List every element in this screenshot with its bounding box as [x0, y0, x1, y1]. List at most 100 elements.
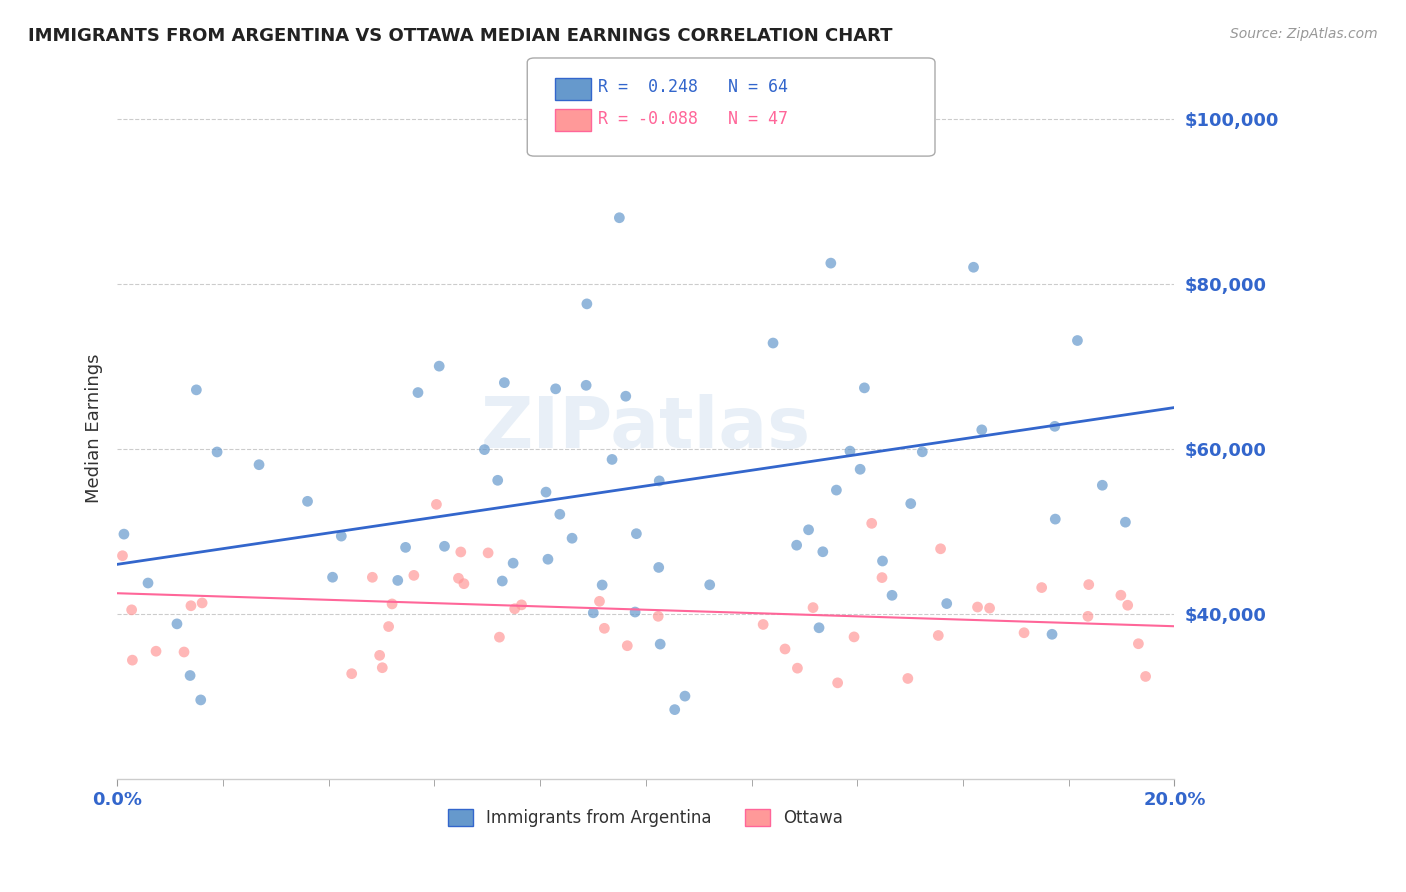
Text: R = -0.088   N = 47: R = -0.088 N = 47: [598, 110, 787, 128]
Point: [808, 621, 831, 635]
Point: [575, 378, 598, 392]
Point: [664, 703, 686, 717]
Point: [609, 211, 631, 225]
Point: [121, 603, 143, 617]
Point: [648, 560, 671, 574]
Legend: Immigrants from Argentina, Ottawa: Immigrants from Argentina, Ottawa: [441, 802, 851, 834]
Point: [548, 508, 571, 522]
Point: [827, 676, 849, 690]
Point: [842, 630, 865, 644]
Point: [962, 260, 984, 275]
Y-axis label: Median Earnings: Median Earnings: [86, 353, 103, 503]
Point: [340, 666, 363, 681]
Point: [537, 552, 560, 566]
Point: [786, 661, 808, 675]
Point: [111, 549, 134, 563]
Point: [534, 485, 557, 500]
Point: [190, 693, 212, 707]
Point: [979, 601, 1001, 615]
Point: [673, 689, 696, 703]
Point: [853, 381, 876, 395]
Point: [136, 576, 159, 591]
Point: [773, 642, 796, 657]
Point: [503, 601, 526, 615]
Point: [699, 578, 721, 592]
Point: [544, 382, 567, 396]
Point: [801, 600, 824, 615]
Point: [474, 442, 496, 457]
Point: [911, 445, 934, 459]
Point: [502, 556, 524, 570]
Point: [186, 383, 208, 397]
Point: [561, 531, 583, 545]
Point: [330, 529, 353, 543]
Point: [297, 494, 319, 508]
Text: R =  0.248   N = 64: R = 0.248 N = 64: [598, 78, 787, 96]
Point: [368, 648, 391, 663]
Point: [966, 600, 988, 615]
Point: [600, 452, 623, 467]
Point: [1114, 515, 1136, 529]
Point: [453, 576, 475, 591]
Point: [450, 545, 472, 559]
Point: [371, 661, 394, 675]
Point: [402, 568, 425, 582]
Point: [626, 526, 648, 541]
Point: [191, 596, 214, 610]
Point: [811, 545, 834, 559]
Point: [447, 571, 470, 585]
Point: [381, 597, 404, 611]
Point: [752, 617, 775, 632]
Point: [1040, 627, 1063, 641]
Point: [825, 483, 848, 497]
Point: [1135, 669, 1157, 683]
Point: [491, 574, 513, 588]
Point: [322, 570, 344, 584]
Point: [433, 539, 456, 553]
Point: [387, 574, 409, 588]
Point: [488, 630, 510, 644]
Point: [1012, 625, 1035, 640]
Point: [588, 594, 610, 608]
Point: [762, 336, 785, 351]
Point: [121, 653, 143, 667]
Point: [1045, 512, 1067, 526]
Point: [180, 599, 202, 613]
Point: [510, 598, 533, 612]
Point: [494, 376, 516, 390]
Point: [927, 628, 949, 642]
Text: ZIPatlas: ZIPatlas: [481, 393, 811, 463]
Point: [591, 578, 613, 592]
Point: [205, 445, 228, 459]
Point: [650, 637, 672, 651]
Point: [900, 497, 922, 511]
Point: [582, 606, 605, 620]
Point: [593, 621, 616, 635]
Point: [394, 541, 416, 555]
Point: [406, 385, 429, 400]
Point: [839, 444, 862, 458]
Point: [173, 645, 195, 659]
Point: [166, 616, 188, 631]
Point: [1091, 478, 1114, 492]
Point: [427, 359, 450, 373]
Point: [1077, 577, 1099, 591]
Point: [1077, 609, 1099, 624]
Point: [929, 541, 952, 556]
Point: [361, 570, 384, 584]
Point: [614, 389, 637, 403]
Text: Source: ZipAtlas.com: Source: ZipAtlas.com: [1230, 27, 1378, 41]
Point: [575, 297, 598, 311]
Point: [935, 597, 957, 611]
Point: [247, 458, 270, 472]
Point: [145, 644, 167, 658]
Point: [849, 462, 872, 476]
Point: [1043, 419, 1066, 434]
Point: [486, 473, 509, 487]
Point: [870, 571, 893, 585]
Point: [1116, 599, 1139, 613]
Point: [872, 554, 894, 568]
Point: [1128, 637, 1150, 651]
Point: [616, 639, 638, 653]
Point: [179, 668, 201, 682]
